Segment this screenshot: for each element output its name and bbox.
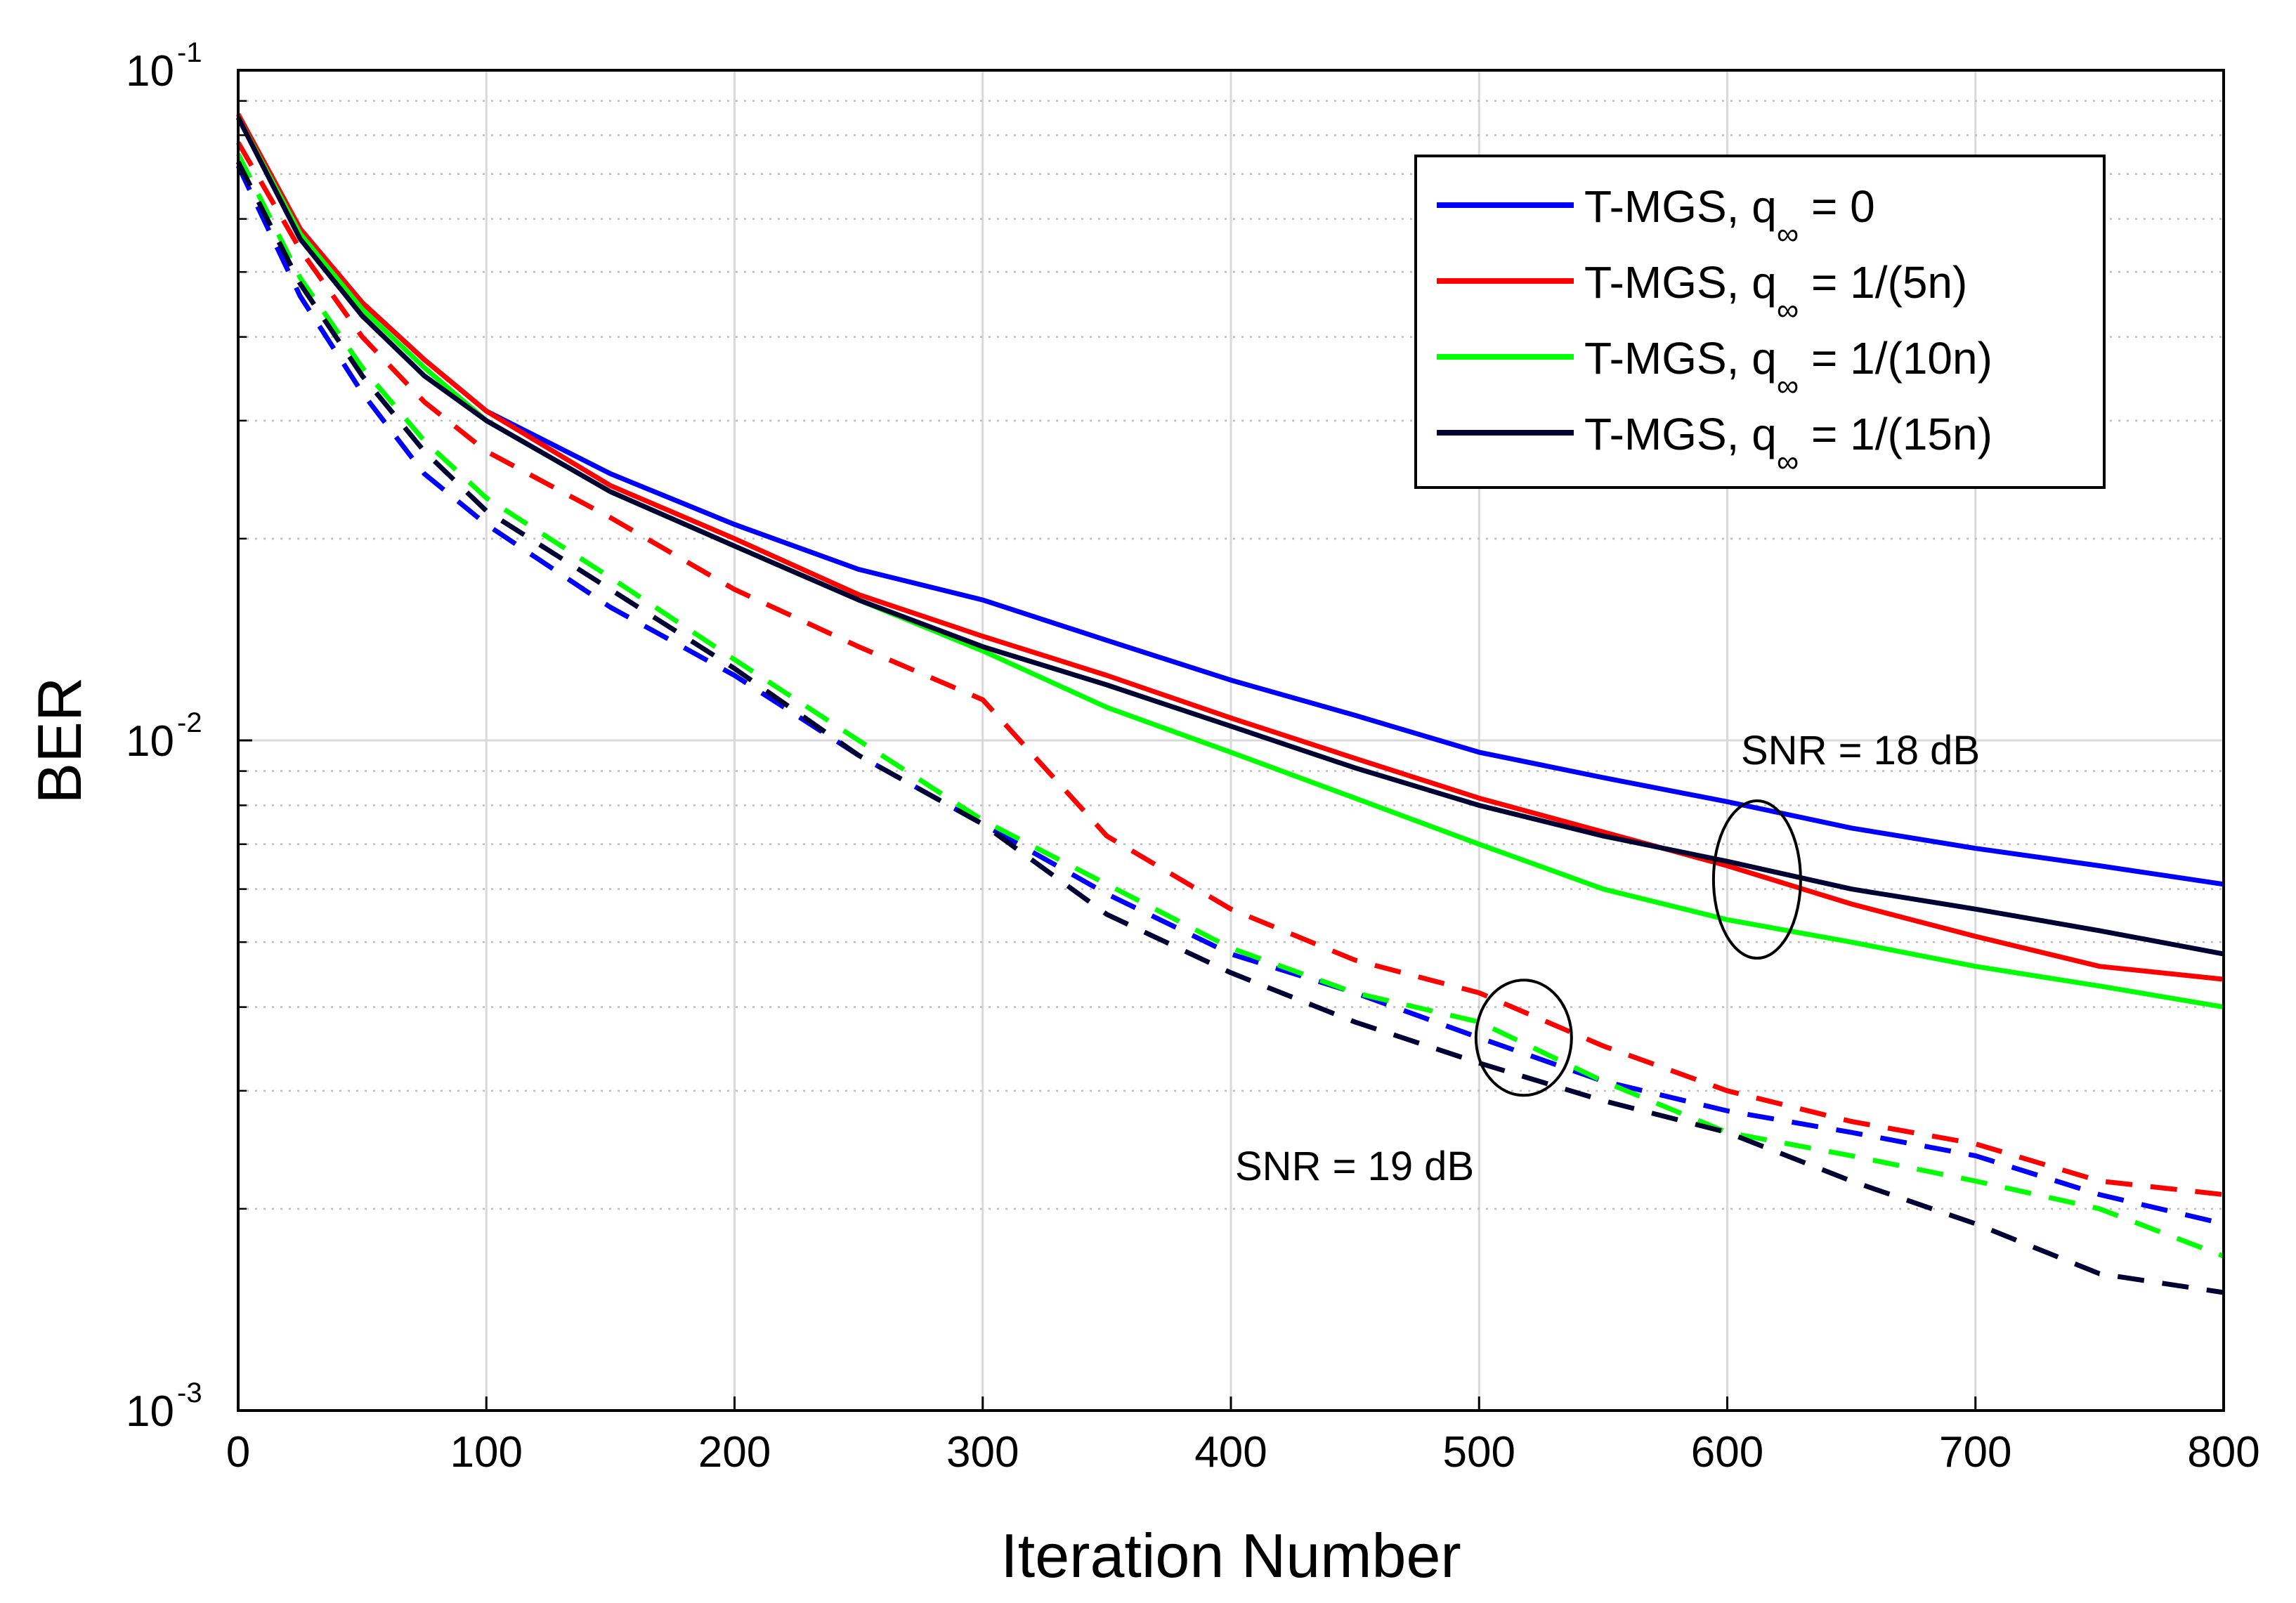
y-tick-exponent: -1 [177,37,202,68]
y-tick-label: 10 [126,717,174,766]
snr-19-ellipse [1474,979,1573,1097]
snr-19-label: SNR = 19 dB [1235,1144,1474,1189]
series-line-2 [235,112,2224,982]
series-line-8 [235,160,2224,1295]
x-tick-label: 400 [1194,1428,1267,1477]
series-line-6 [235,141,2224,1198]
series-layer [235,112,2225,1295]
snr-18-ellipse [1711,799,1802,960]
series-line-7 [235,152,2225,1259]
y-tick-label: 10 [126,1387,174,1436]
x-tick-label: 0 [226,1428,250,1477]
series-line-3 [235,116,2224,1010]
x-tick-label: 200 [698,1428,771,1477]
y-tick-label: 10 [126,47,174,96]
annotations: SNR = 18 dB SNR = 19 dB [1235,728,1980,1189]
snr-18-label: SNR = 18 dB [1741,728,1980,773]
x-tick-label: 500 [1443,1428,1515,1477]
x-tick-label: 100 [450,1428,523,1477]
series-line-4 [235,116,2224,957]
y-axis-title: BER [25,677,94,804]
x-tick-label: 300 [946,1428,1019,1477]
series-line-5 [235,164,2224,1226]
y-tick-exponent: -3 [177,1378,202,1408]
x-tick-label: 600 [1691,1428,1763,1477]
y-tick-exponent: -2 [177,707,202,738]
x-tick-label: 700 [1939,1428,2011,1477]
x-axis-title: Iteration Number [1000,1521,1461,1590]
x-tick-label: 800 [2187,1428,2259,1477]
legend: T-MGS, q∞ = 0T-MGS, q∞ = 1/(5n)T-MGS, q∞… [1414,155,2106,489]
